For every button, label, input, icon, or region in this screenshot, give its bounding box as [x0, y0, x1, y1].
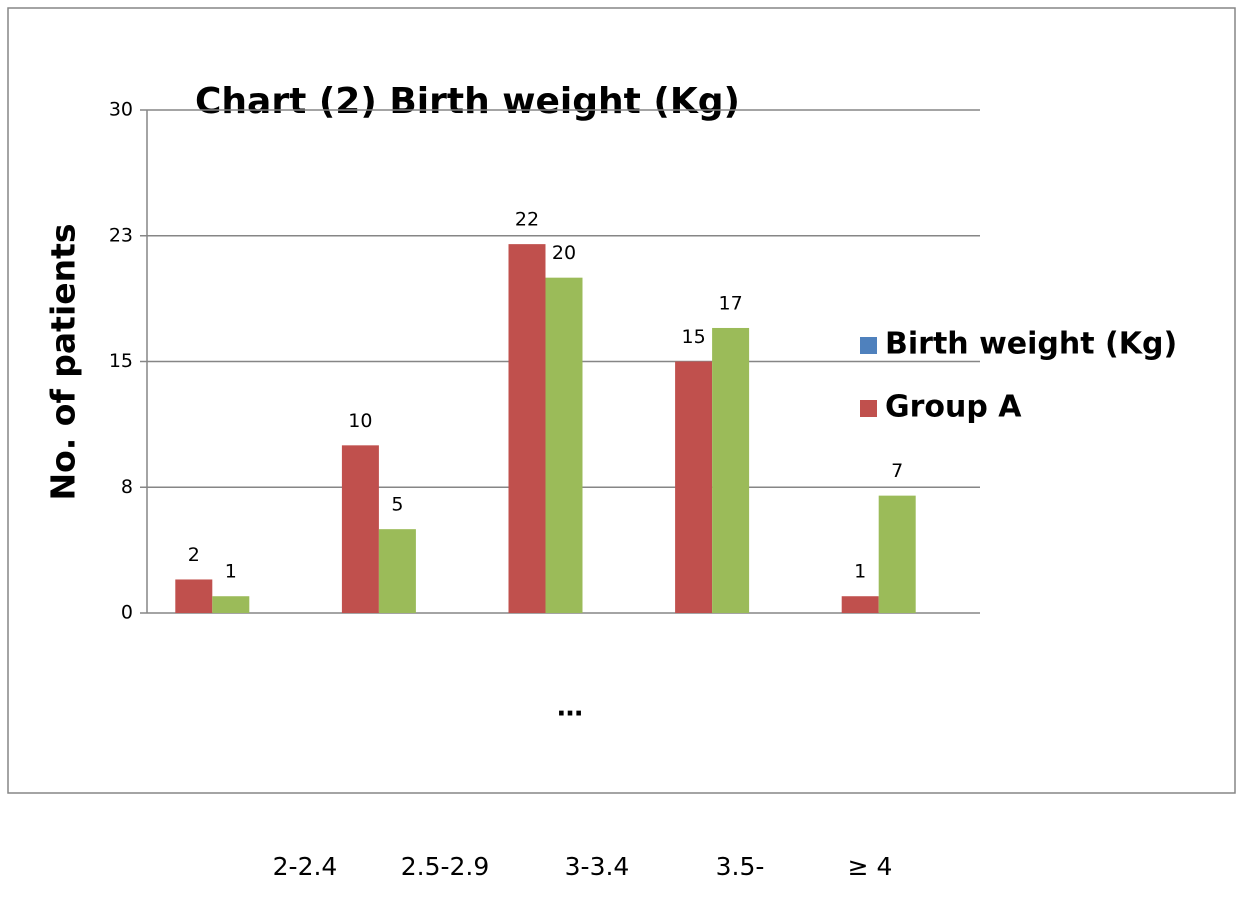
legend-swatch: [860, 337, 877, 354]
bar: [175, 579, 213, 613]
data-label: 10: [348, 410, 372, 432]
y-tick-label: 0: [121, 602, 133, 624]
y-axis-label: No. of patients: [44, 223, 83, 500]
x-tick-label: 3.5-: [716, 852, 765, 881]
legend-swatch: [860, 400, 877, 417]
legend-label: Birth weight (Kg): [885, 327, 1177, 362]
y-tick-label: 23: [109, 224, 133, 246]
bar: [675, 361, 713, 613]
x-axis-label: …: [557, 693, 583, 723]
chart-title: Chart (2) Birth weight (Kg): [195, 81, 740, 122]
data-label: 15: [682, 326, 706, 348]
x-tick-label: 2-2.4: [273, 852, 338, 881]
data-label: 17: [719, 292, 743, 314]
bar: [508, 244, 546, 613]
x-tick-label: 2.5-2.9: [401, 852, 490, 881]
chart-frame: [7, 7, 1236, 794]
x-tick-label: ≥ 4: [848, 852, 893, 881]
bar: [878, 495, 916, 613]
bar: [841, 596, 879, 613]
x-tick-label: 3-3.4: [565, 852, 630, 881]
bar: [378, 529, 416, 613]
bar: [545, 277, 583, 613]
y-tick-label: 30: [109, 99, 133, 121]
y-tick-label: 8: [121, 476, 133, 498]
data-label: 20: [552, 242, 576, 264]
data-label: 2: [188, 544, 200, 566]
data-label: 22: [515, 209, 539, 231]
legend-label: Group A: [885, 390, 1022, 425]
data-label: 1: [854, 561, 866, 583]
bar: [341, 445, 379, 613]
bar: [212, 596, 250, 613]
bar: [712, 327, 750, 613]
data-label: 7: [891, 460, 903, 482]
data-label: 1: [225, 561, 237, 583]
y-tick-label: 15: [109, 350, 133, 372]
data-label: 5: [391, 494, 403, 516]
